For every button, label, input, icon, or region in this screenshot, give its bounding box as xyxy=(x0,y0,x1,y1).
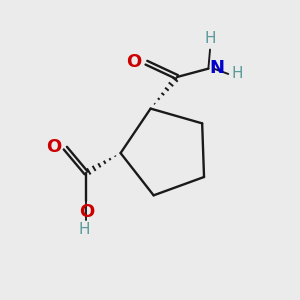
Text: H: H xyxy=(204,31,216,46)
Text: H: H xyxy=(79,221,90,236)
Text: H: H xyxy=(231,67,243,82)
Text: O: O xyxy=(79,203,94,221)
Text: N: N xyxy=(210,59,225,77)
Text: O: O xyxy=(126,53,141,71)
Text: O: O xyxy=(46,138,61,156)
